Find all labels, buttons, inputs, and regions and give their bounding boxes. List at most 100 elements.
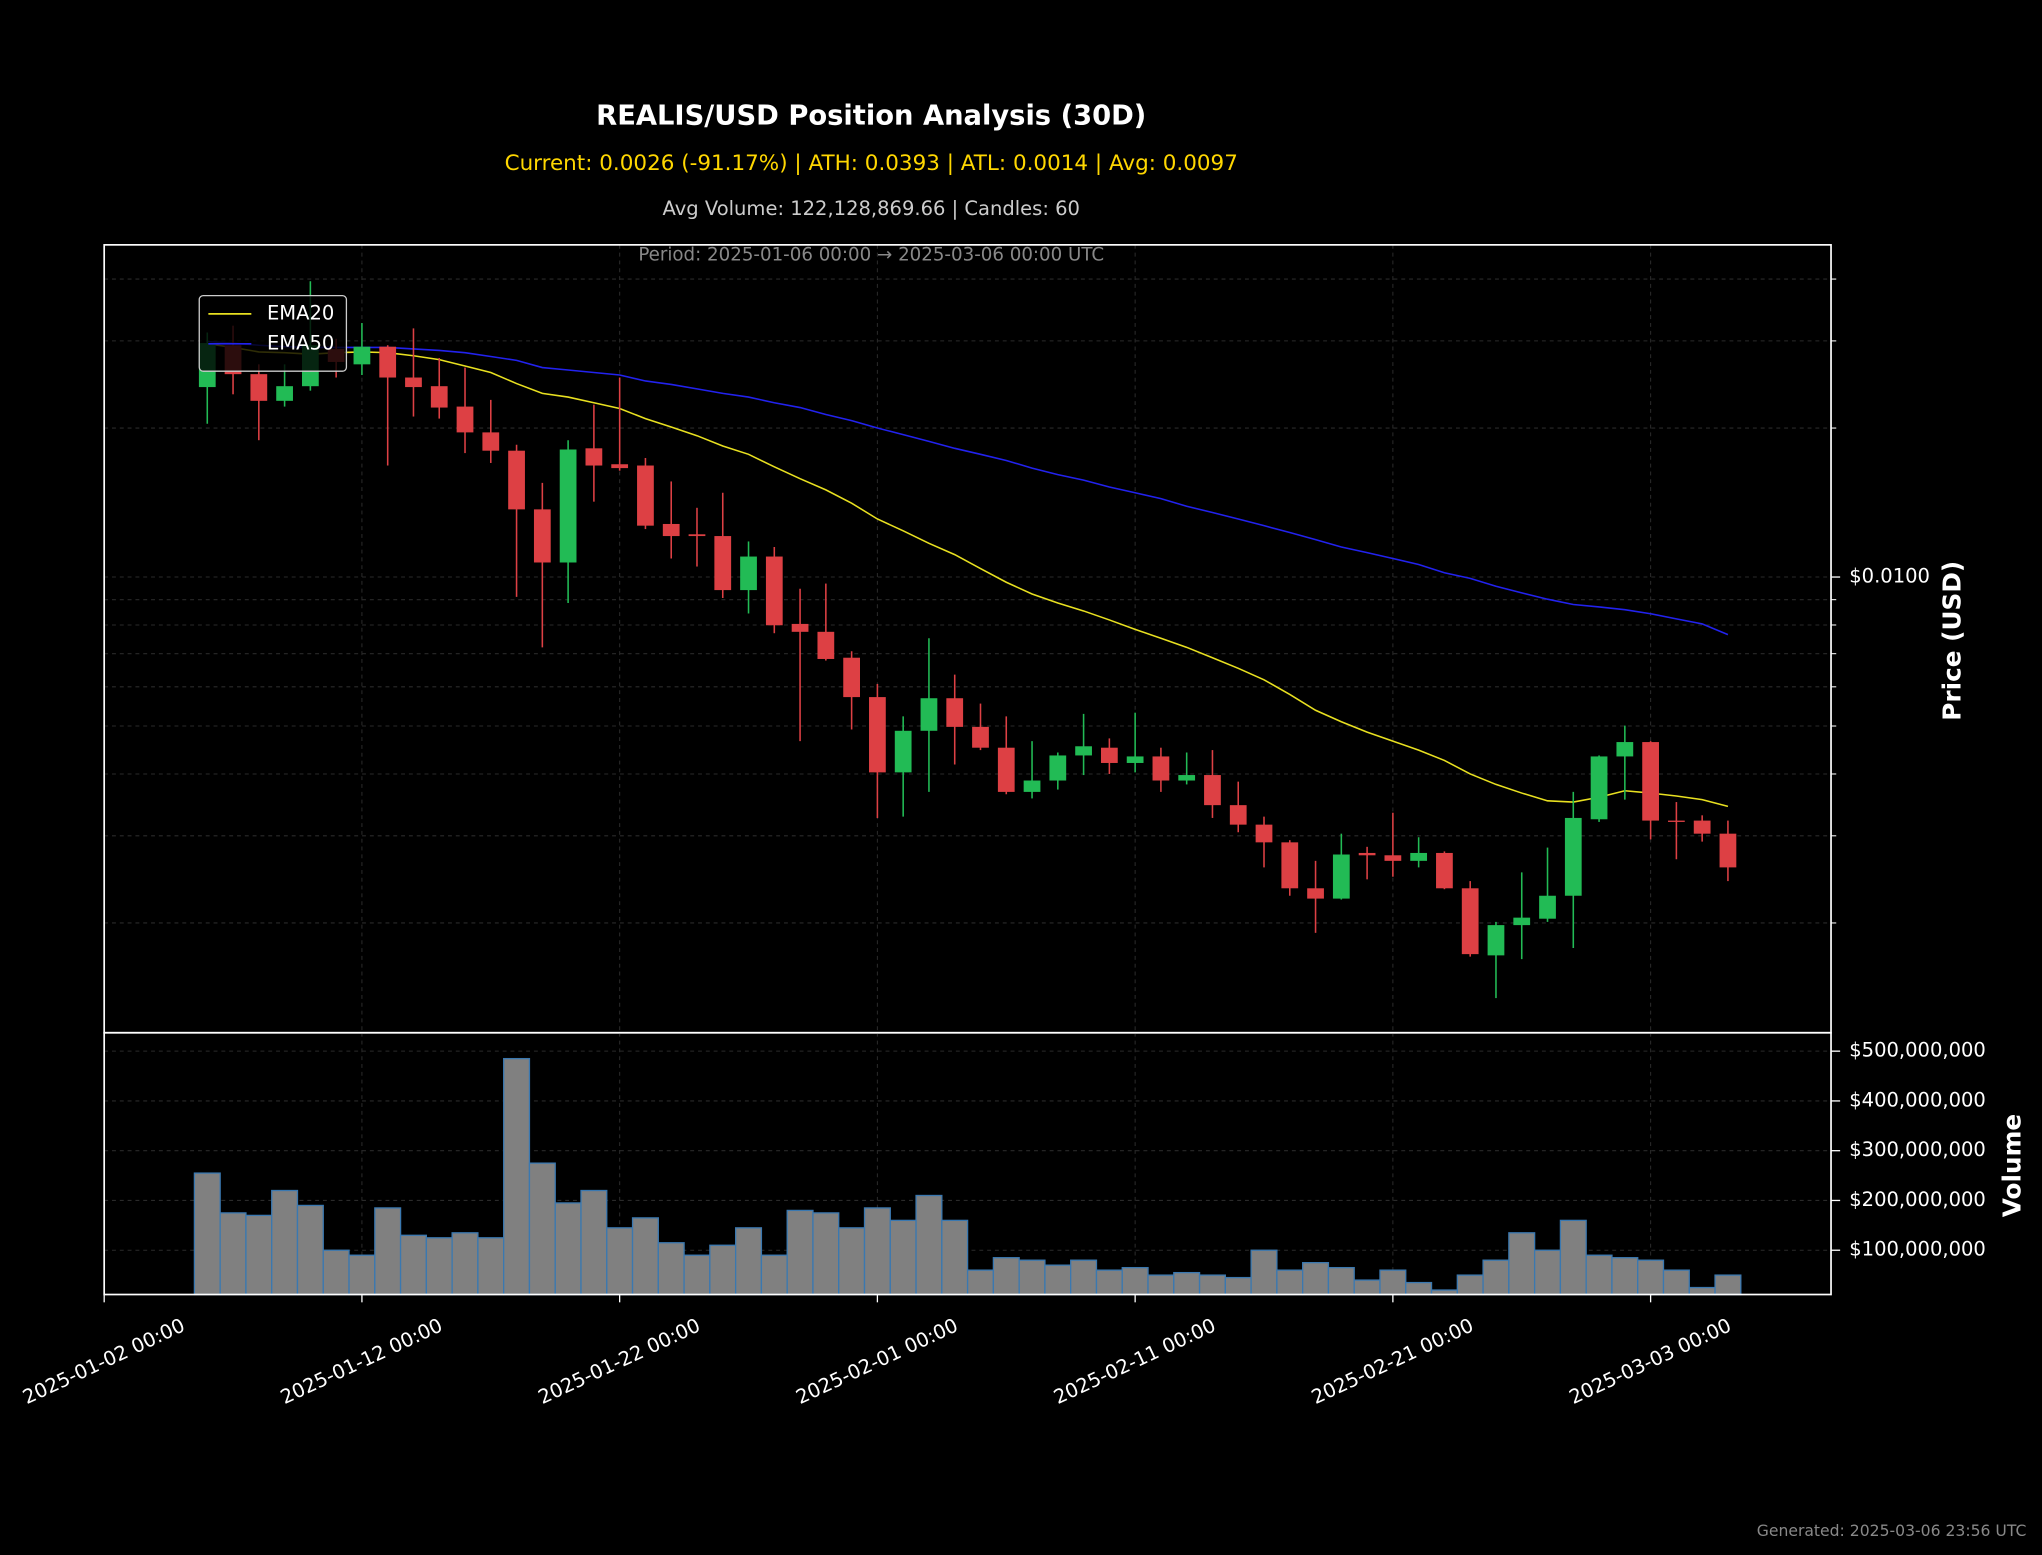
candle-body <box>611 464 629 469</box>
candle-body <box>1307 888 1324 899</box>
volume-bar <box>1688 1286 1716 1296</box>
volume-bar <box>863 1207 891 1296</box>
volume-bar <box>1405 1281 1433 1296</box>
candle-body <box>559 449 577 563</box>
candle-body <box>1204 775 1221 806</box>
volume-bar <box>399 1234 428 1296</box>
candle-body <box>1719 833 1737 868</box>
candle-body <box>533 509 551 563</box>
volume-bar <box>915 1194 943 1296</box>
candle-body <box>1693 820 1711 834</box>
volume-bar <box>1482 1259 1510 1296</box>
ema-line <box>207 340 1729 636</box>
candle-body <box>1229 805 1247 825</box>
volume-bar <box>683 1254 711 1296</box>
volume-bar <box>219 1212 247 1296</box>
candle-body <box>1126 756 1144 763</box>
volume-bar <box>838 1227 866 1296</box>
volume-bar <box>1173 1271 1201 1296</box>
candle-body <box>920 698 938 731</box>
legend-label: EMA50 <box>267 331 334 354</box>
volume-bar <box>451 1232 479 1296</box>
volume-bar <box>1637 1259 1665 1296</box>
volume-bar <box>1302 1262 1330 1296</box>
volume-bar <box>1611 1257 1639 1296</box>
volume-bar <box>734 1227 763 1296</box>
volume-info: Avg Volume: 122,128,869.66 | Candles: 60 <box>663 197 1080 220</box>
volume-bar <box>1533 1249 1562 1296</box>
volume-bar <box>631 1217 659 1296</box>
volume-bar <box>1250 1249 1278 1296</box>
volume-bar <box>786 1209 814 1296</box>
candle-body <box>1023 780 1041 792</box>
candle-body <box>1358 852 1376 856</box>
candle-body <box>1564 817 1582 896</box>
candle-body <box>817 631 835 659</box>
candle-body <box>1049 755 1067 781</box>
candle-body <box>1384 855 1402 861</box>
candle-body <box>714 536 732 591</box>
volume-bar <box>992 1257 1020 1296</box>
volume-bar <box>1044 1264 1072 1296</box>
candle-body <box>972 726 989 748</box>
volume-bar <box>709 1244 737 1296</box>
volume-bar <box>425 1237 453 1296</box>
y-tick-label: $100,000,000 <box>1849 1238 1986 1261</box>
volume-bar <box>1508 1232 1536 1296</box>
candle-body <box>869 697 886 773</box>
candle-body <box>688 534 706 537</box>
volume-bar <box>374 1207 402 1296</box>
candle-body <box>1616 742 1634 757</box>
candle-body <box>894 730 912 773</box>
volume-bar <box>1147 1274 1175 1296</box>
candle-body <box>482 432 500 451</box>
candle-body <box>1281 842 1299 889</box>
candle-body <box>946 698 964 727</box>
volume-bar <box>477 1237 505 1296</box>
candle-body <box>1152 756 1170 781</box>
candle-body <box>1255 824 1273 843</box>
candle-body <box>585 448 603 466</box>
volume-bar <box>760 1254 788 1296</box>
volume-bar <box>348 1254 376 1296</box>
candle-body <box>1436 852 1453 889</box>
chart-subtitle: Current: 0.0026 (-91.17%) | ATH: 0.0393 … <box>505 151 1238 176</box>
ema-line <box>207 343 1729 808</box>
candle-body <box>250 374 268 401</box>
candle-body <box>1590 756 1608 820</box>
volume-bar <box>1353 1279 1381 1296</box>
generated-note: Generated: 2025-03-06 23:56 UTC <box>1757 1522 2027 1540</box>
volume-bar <box>1662 1269 1690 1296</box>
candle-body <box>997 747 1015 792</box>
volume-bar <box>606 1227 634 1296</box>
volume-bar <box>1121 1266 1149 1296</box>
volume-bar <box>245 1214 273 1296</box>
candle-body <box>637 465 654 526</box>
volume-bar <box>1714 1274 1742 1296</box>
candle-body <box>276 386 293 401</box>
volume-bar <box>889 1219 917 1296</box>
volume-bar <box>1585 1254 1613 1296</box>
volume-bar <box>271 1189 299 1296</box>
y-axis-label: Price (USD) <box>1937 561 1966 721</box>
candle-body <box>456 406 474 433</box>
volume-bar <box>1379 1269 1407 1296</box>
legend-label: EMA20 <box>267 301 334 324</box>
volume-bar <box>1198 1274 1226 1296</box>
candle-body <box>740 556 757 591</box>
candle-body <box>1461 888 1479 955</box>
candle-body <box>430 386 448 408</box>
volume-bar <box>322 1249 350 1296</box>
period-info: Period: 2025-01-06 00:00 → 2025-03-06 00… <box>638 244 1104 265</box>
candle-body <box>662 523 680 537</box>
candle-body <box>405 377 422 388</box>
volume-bar <box>1224 1276 1252 1296</box>
volume-bar <box>554 1202 582 1296</box>
chart-title: REALIS/USD Position Analysis (30D) <box>596 101 1146 132</box>
candle-body <box>1642 742 1659 821</box>
volume-bar <box>296 1204 324 1296</box>
volume-bar <box>941 1219 969 1296</box>
y-tick-label: $200,000,000 <box>1849 1188 1986 1211</box>
candle-body <box>1668 820 1685 822</box>
